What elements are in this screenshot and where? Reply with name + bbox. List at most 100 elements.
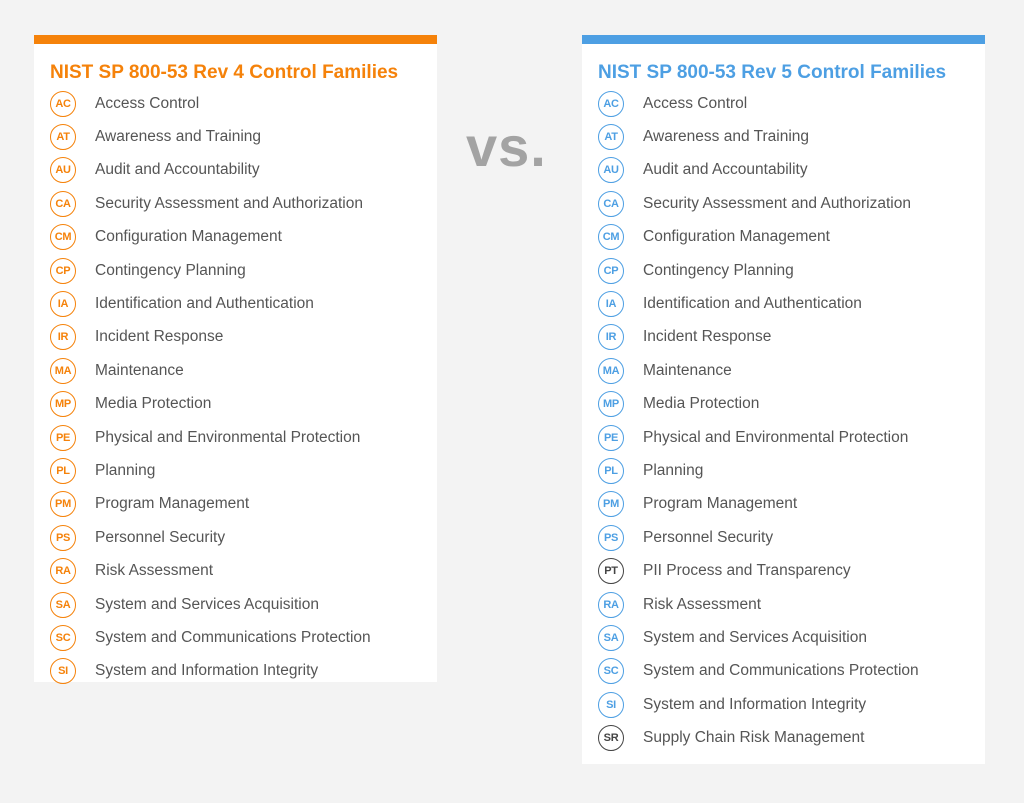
family-code-badge: CP [50, 257, 76, 284]
family-name: System and Information Integrity [95, 662, 319, 680]
family-row: PS Personnel Security [598, 521, 919, 554]
family-row: CP Contingency Planning [50, 254, 371, 287]
family-name: System and Communications Protection [95, 628, 371, 646]
family-code-badge: AC [50, 90, 76, 117]
family-name: Security Assessment and Authorization [95, 194, 363, 212]
family-row: PM Program Management [50, 488, 371, 521]
family-row: CP Contingency Planning [598, 254, 919, 287]
family-name: Audit and Accountability [643, 161, 808, 179]
family-name: Physical and Environmental Protection [95, 428, 361, 446]
family-code-badge: CP [598, 257, 624, 284]
family-code-badge: SA [598, 624, 624, 651]
family-code-badge: IR [50, 324, 76, 351]
family-code-badge: CM [50, 224, 76, 251]
family-row: MP Media Protection [598, 388, 919, 421]
family-row: CM Configuration Management [598, 221, 919, 254]
family-row: IA Identification and Authentication [598, 287, 919, 320]
family-row: SI System and Information Integrity [598, 688, 919, 721]
family-code-badge: SA [50, 591, 76, 618]
rev5-family-list: AC Access Control AT Awareness and Training… [598, 87, 919, 755]
family-name: PII Process and Transparency [643, 562, 851, 580]
family-row: PE Physical and Environmental Protection [50, 421, 371, 454]
family-code-badge: AT [598, 124, 624, 151]
family-code-badge: PS [50, 524, 76, 551]
family-name: Physical and Environmental Protection [643, 428, 909, 446]
family-name: Maintenance [95, 361, 184, 379]
family-code-badge: SC [598, 658, 624, 685]
family-code-badge: PS [598, 524, 624, 551]
family-name: Risk Assessment [643, 595, 762, 613]
family-row: AC Access Control [50, 87, 371, 120]
family-code-badge: MP [598, 391, 624, 418]
family-name: Awareness and Training [95, 128, 262, 146]
family-row: PM Program Management [598, 488, 919, 521]
family-code-badge: PM [598, 491, 624, 518]
family-name: Supply Chain Risk Management [643, 729, 865, 747]
family-name: System and Information Integrity [643, 695, 867, 713]
versus-label: vs. [466, 115, 547, 178]
family-name: Personnel Security [643, 528, 774, 546]
family-name: Program Management [95, 495, 250, 513]
family-row: PS Personnel Security [50, 521, 371, 554]
family-row: IR Incident Response [598, 321, 919, 354]
family-code-badge: SI [598, 691, 624, 718]
family-row: SC System and Communications Protection [598, 655, 919, 688]
family-row: AC Access Control [598, 87, 919, 120]
family-code-badge: PE [50, 424, 76, 451]
rev4-title: NIST SP 800-53 Rev 4 Control Families [50, 62, 399, 83]
family-name: Configuration Management [95, 228, 282, 246]
family-code-badge: AC [598, 90, 624, 117]
family-name: Incident Response [643, 328, 772, 346]
family-row: PE Physical and Environmental Protection [598, 421, 919, 454]
family-row: SI System and Information Integrity [50, 655, 371, 688]
family-name: Security Assessment and Authorization [643, 194, 911, 212]
family-code-badge: CA [50, 190, 76, 217]
family-code-badge: AT [50, 124, 76, 151]
family-code-badge: IA [50, 291, 76, 318]
family-name: Contingency Planning [95, 261, 246, 279]
family-code-badge: MP [50, 391, 76, 418]
family-row: CM Configuration Management [50, 221, 371, 254]
family-code-badge: CM [598, 224, 624, 251]
family-row: PL Planning [598, 454, 919, 487]
family-row: SA System and Services Acquisition [598, 621, 919, 654]
rev4-family-list: AC Access Control AT Awareness and Training… [50, 87, 371, 688]
family-code-badge: RA [50, 558, 76, 585]
family-code-badge: CA [598, 190, 624, 217]
family-name: Audit and Accountability [95, 161, 260, 179]
family-name: Risk Assessment [95, 562, 214, 580]
family-code-badge: PT [598, 558, 624, 585]
family-name: Access Control [643, 94, 748, 112]
family-row: PT PII Process and Transparency [598, 554, 919, 587]
family-row: SR Supply Chain Risk Management [598, 721, 919, 754]
family-name: Planning [95, 461, 156, 479]
family-row: AU Audit and Accountability [50, 154, 371, 187]
family-row: IR Incident Response [50, 321, 371, 354]
family-name: Awareness and Training [643, 128, 810, 146]
family-row: SC System and Communications Protection [50, 621, 371, 654]
family-code-badge: PM [50, 491, 76, 518]
family-code-badge: AU [50, 157, 76, 184]
rev5-panel: NIST SP 800-53 Rev 5 Control Families AC… [582, 35, 985, 764]
rev5-title: NIST SP 800-53 Rev 5 Control Families [598, 62, 947, 83]
family-name: Contingency Planning [643, 261, 794, 279]
family-row: AU Audit and Accountability [598, 154, 919, 187]
family-name: System and Services Acquisition [643, 628, 867, 646]
family-row: AT Awareness and Training [598, 120, 919, 153]
family-code-badge: MA [50, 357, 76, 384]
family-code-badge: RA [598, 591, 624, 618]
family-row: IA Identification and Authentication [50, 287, 371, 320]
family-name: Planning [643, 461, 704, 479]
family-code-badge: PL [50, 457, 76, 484]
family-name: Program Management [643, 495, 798, 513]
family-name: Identification and Authentication [95, 295, 314, 313]
family-name: Configuration Management [643, 228, 830, 246]
family-code-badge: SR [598, 725, 624, 752]
family-code-badge: SC [50, 624, 76, 651]
family-code-badge: AU [598, 157, 624, 184]
family-name: System and Communications Protection [643, 662, 919, 680]
family-code-badge: MA [598, 357, 624, 384]
rev4-panel: NIST SP 800-53 Rev 4 Control Families AC… [34, 35, 437, 685]
family-name: Maintenance [643, 361, 732, 379]
family-name: Identification and Authentication [643, 295, 862, 313]
